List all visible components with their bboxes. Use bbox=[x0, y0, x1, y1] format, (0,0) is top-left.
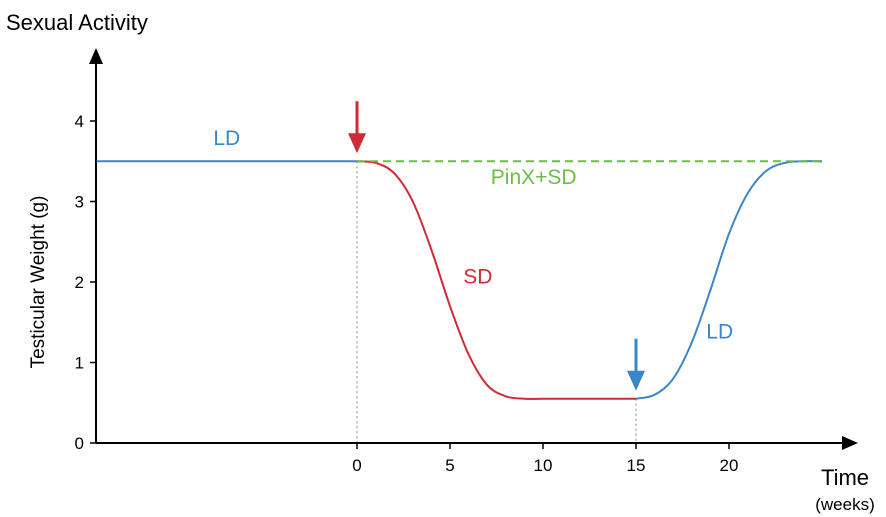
x-axis-label: Time bbox=[821, 465, 869, 490]
x-tick-label: 20 bbox=[720, 456, 739, 475]
x-tick-label: 15 bbox=[627, 456, 646, 475]
annotation-ld: LD bbox=[213, 127, 240, 150]
series-line-sd bbox=[356, 160, 636, 400]
annotation-pinx-sd: PinX+SD bbox=[491, 166, 577, 189]
series-annotations: LD PinX+SD SD LD bbox=[213, 127, 733, 343]
arrow-head bbox=[348, 133, 366, 154]
top-label: Sexual Activity bbox=[6, 10, 148, 35]
x-axis-unit: (weeks) bbox=[815, 495, 875, 514]
series-line-ld bbox=[635, 160, 823, 400]
annotation-sd: SD bbox=[463, 266, 492, 289]
y-tick-label: 2 bbox=[75, 273, 84, 292]
arrow-head bbox=[627, 370, 645, 391]
treatment-arrows bbox=[348, 101, 645, 391]
y-axis-label: Testicular Weight (g) bbox=[28, 196, 49, 369]
y-axis-arrowhead bbox=[89, 48, 103, 64]
x-tick-label: 0 bbox=[352, 456, 361, 475]
x-tick-label: 10 bbox=[534, 456, 553, 475]
x-axis-arrowhead bbox=[842, 436, 858, 450]
series-lines bbox=[96, 160, 823, 400]
axes bbox=[89, 48, 858, 450]
annotation-ld: LD bbox=[706, 320, 733, 343]
x-tick-label: 5 bbox=[445, 456, 454, 475]
ticks: 0 1 2 3 4 0 5 10 15 20 bbox=[75, 112, 739, 475]
y-tick-label: 3 bbox=[75, 193, 84, 212]
vertical-guide-lines bbox=[356, 161, 637, 443]
y-tick-label: 4 bbox=[75, 112, 84, 131]
y-tick-label: 0 bbox=[75, 434, 84, 453]
y-tick-label: 1 bbox=[75, 354, 84, 373]
